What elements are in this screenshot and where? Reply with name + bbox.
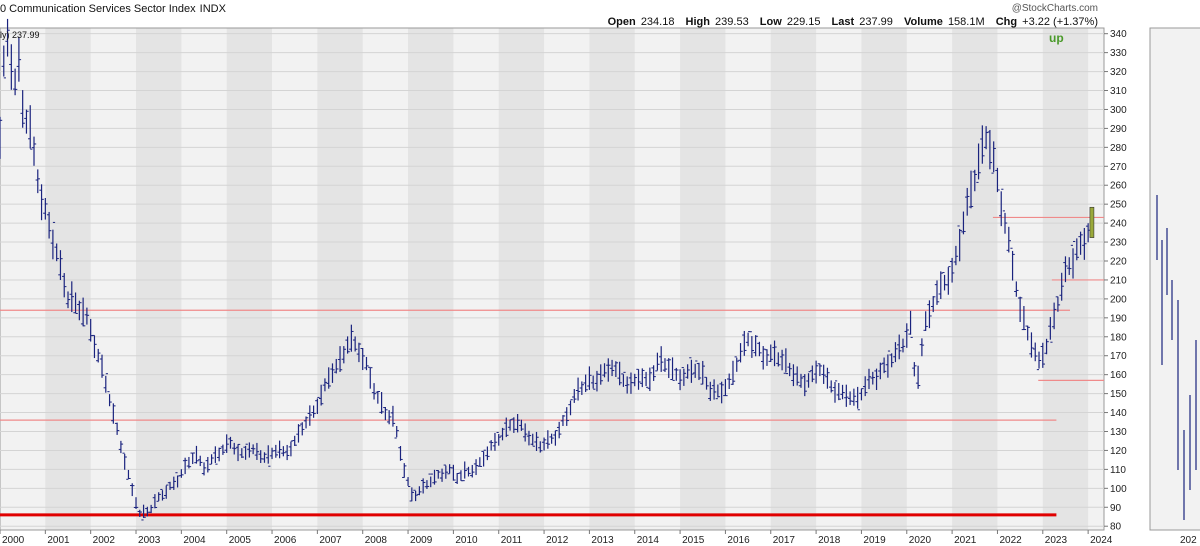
y-tick-label: 140 (1110, 408, 1127, 419)
plot-border (0, 27, 1105, 531)
x-tick-label: 2021 (954, 535, 977, 546)
volume-label: Volume (903, 16, 943, 28)
x-tick-label: 2001 (47, 535, 70, 546)
x-tick-label: 2012 (546, 535, 569, 546)
x-tick-label: 2020 (909, 535, 932, 546)
y-tick-label: 230 (1110, 238, 1127, 249)
x-tick-label: 2015 (682, 535, 705, 546)
x-tick-label: 2019 (863, 535, 886, 546)
y-tick-label: 220 (1110, 257, 1127, 268)
high-label: High (685, 16, 710, 28)
y-tick-label: 200 (1110, 294, 1127, 305)
last-value-label: ly) 237.99 (0, 30, 40, 40)
chg-value: +3.22 (+1.37%) (1022, 16, 1098, 28)
y-tick-label: 310 (1110, 86, 1127, 97)
low-label: Low (759, 16, 782, 28)
last-label: Last (831, 16, 855, 28)
x-tick-label: 2018 (818, 535, 841, 546)
x-tick-label: 2017 (773, 535, 796, 546)
y-tick-label: 180 (1110, 332, 1127, 343)
chg-label: Chg (995, 16, 1018, 28)
chart-axes: 80 90 100 110 120 130 140 150 160 170 180 190 200 210… (0, 29, 1127, 546)
y-tick-label: 210 (1110, 275, 1127, 286)
last-value: 237.99 (859, 16, 893, 28)
x-tick-label: 2010 (455, 535, 478, 546)
y-tick-label: 290 (1110, 124, 1127, 135)
x-tick-label: 2024 (1090, 535, 1113, 546)
y-tick-label: 260 (1110, 181, 1127, 192)
year-band (408, 28, 454, 530)
y-tick-label: 300 (1110, 105, 1127, 116)
side-plot-area (1149, 27, 1200, 531)
x-tick-label: 2006 (274, 535, 297, 546)
y-tick-label: 330 (1110, 48, 1127, 59)
x-tick-label: 2022 (999, 535, 1022, 546)
chart-title: 0 Communication Services Sector Index IND… (0, 3, 226, 15)
x-tick-label: 2014 (637, 535, 660, 546)
y-tick-label: 240 (1110, 219, 1127, 230)
signal-label: up (1049, 31, 1064, 45)
volume-value: 158.1M (947, 16, 985, 28)
year-band (317, 28, 363, 530)
y-tick-label: 170 (1110, 351, 1127, 362)
x-tick-label: 2000 (2, 535, 25, 546)
y-tick-label: 80 (1110, 522, 1122, 533)
low-value: 229.15 (786, 16, 821, 28)
open-label: Open (607, 16, 636, 28)
x-tick-label: 2007 (319, 535, 342, 546)
y-tick-label: 130 (1110, 427, 1127, 438)
ohlc-bars (0, 18, 1095, 521)
y-tick-label: 110 (1110, 465, 1126, 476)
chart-background (0, 27, 1105, 531)
x-tick-label: 2023 (1045, 535, 1068, 546)
year-band (770, 28, 817, 530)
x-tick-label: 2004 (183, 535, 206, 546)
open-value: 234.18 (640, 16, 675, 28)
x-tick-label: 2011 (501, 535, 523, 546)
quote-strip: Open 234.18 High 239.53 Low 229.15 Last … (608, 16, 1098, 28)
y-tick-label: 120 (1110, 446, 1127, 457)
y-tick-label: 280 (1110, 143, 1127, 154)
y-tick-label: 250 (1110, 200, 1127, 211)
year-band (680, 28, 726, 530)
side-panel: 202 (1149, 27, 1200, 546)
x-tick-label: 2009 (410, 535, 433, 546)
chart-gridlines (0, 33, 1104, 527)
y-tick-label: 320 (1110, 67, 1127, 78)
y-tick-label: 160 (1110, 370, 1127, 381)
y-tick-label: 100 (1110, 484, 1127, 495)
x-tick-label: 2002 (93, 535, 116, 546)
x-tick-label: 2008 (365, 535, 388, 546)
year-band (589, 28, 635, 530)
x-tick-label: 2005 (229, 535, 252, 546)
x-tick-label: 2003 (138, 535, 161, 546)
year-band (952, 28, 998, 530)
y-tick-label: 190 (1110, 313, 1127, 324)
x-tick-label: 2013 (591, 535, 614, 546)
price-bar (1089, 206, 1095, 238)
stockcharts-watermark: @StockCharts.com (1011, 3, 1098, 14)
year-band (861, 28, 907, 530)
y-tick-label: 340 (1110, 29, 1127, 40)
year-band (498, 28, 545, 530)
index-name: 0 Communication Services Sector Index (0, 3, 196, 15)
support-resistance-lines (0, 216, 1104, 517)
index-symbol: INDX (199, 3, 226, 15)
y-tick-label: 150 (1110, 389, 1127, 400)
y-tick-label: 90 (1110, 503, 1122, 514)
year-band (136, 28, 182, 530)
x-tick-label: 2016 (727, 535, 750, 546)
y-tick-label: 270 (1110, 162, 1127, 173)
plot-area (0, 28, 1104, 530)
year-band (45, 28, 91, 530)
high-value: 239.53 (715, 16, 749, 28)
side-x-tick-label: 202 (1180, 535, 1197, 546)
